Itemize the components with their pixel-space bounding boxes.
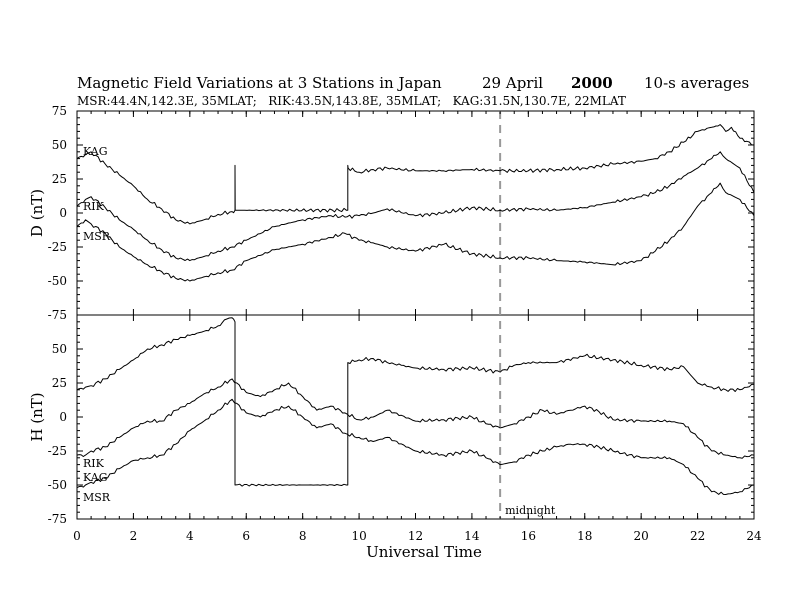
x-tick-label: 18	[577, 529, 592, 543]
series-label-rik: RIK	[83, 200, 105, 213]
x-tick-label: 24	[746, 529, 762, 543]
y-tick-label: -25	[48, 444, 67, 458]
y-tick-label: 50	[52, 138, 67, 152]
top-y-axis: 75 50 25 0 -25 -50	[48, 104, 754, 316]
top-panel-traces	[76, 124, 755, 282]
bottom-panel-traces	[76, 317, 755, 495]
x-tick-label: 22	[690, 529, 705, 543]
x-tick-label: 16	[521, 529, 536, 543]
trace-rik	[76, 151, 755, 262]
trace-kag	[76, 317, 754, 487]
trace-msr	[76, 182, 755, 282]
series-label-kag: KAG	[83, 145, 108, 158]
series-label-msr: MSR	[83, 230, 111, 243]
y-tick-label: 50	[52, 342, 67, 356]
y-tick-label: -75	[48, 308, 67, 322]
bottom-y-axis: -75 50 25 0 -25 -50 -75	[48, 308, 754, 526]
top-y-axis-label: D (nT)	[28, 189, 46, 237]
trace-rik	[76, 378, 755, 459]
x-axis: 0 2 4 6 8 10 12 14 16 18 20 22 24	[73, 111, 762, 543]
bottom-y-axis-label: H (nT)	[28, 392, 46, 441]
series-label-kag: KAG	[83, 471, 108, 484]
x-tick-label: 0	[73, 529, 81, 543]
y-tick-label: -75	[48, 512, 67, 526]
x-tick-label: 10	[351, 529, 366, 543]
series-label-rik: RIK	[83, 457, 105, 470]
y-tick-label: -50	[48, 478, 67, 492]
x-tick-label: 20	[634, 529, 649, 543]
midnight-label: midnight	[505, 504, 556, 517]
x-tick-label: 8	[299, 529, 307, 543]
series-label-msr: MSR	[83, 491, 111, 504]
chart-averaging: 10-s averages	[644, 74, 749, 92]
x-tick-label: 2	[130, 529, 138, 543]
x-tick-label: 12	[408, 529, 423, 543]
trace-kag	[76, 124, 755, 225]
chart-title: Magnetic Field Variations at 3 Stations …	[77, 74, 442, 92]
y-tick-label: -25	[48, 240, 67, 254]
x-axis-label: Universal Time	[366, 543, 482, 561]
x-tick-label: 4	[186, 529, 194, 543]
y-tick-label: 25	[52, 376, 67, 390]
y-tick-label: -50	[48, 274, 67, 288]
trace-msr	[76, 398, 755, 495]
chart-date: 29 April	[482, 74, 543, 92]
x-tick-label: 14	[464, 529, 480, 543]
chart-year: 2000	[571, 74, 613, 92]
chart-subtitle: MSR:44.4N,142.3E, 35MLAT; RIK:43.5N,143.…	[77, 94, 626, 108]
y-tick-label: 75	[52, 104, 67, 118]
top-panel-frame	[76, 110, 755, 316]
y-tick-label: 25	[52, 172, 67, 186]
x-tick-label: 6	[242, 529, 250, 543]
y-tick-label: 0	[59, 206, 67, 220]
bottom-panel-frame	[76, 314, 755, 520]
y-tick-label: 0	[59, 410, 67, 424]
